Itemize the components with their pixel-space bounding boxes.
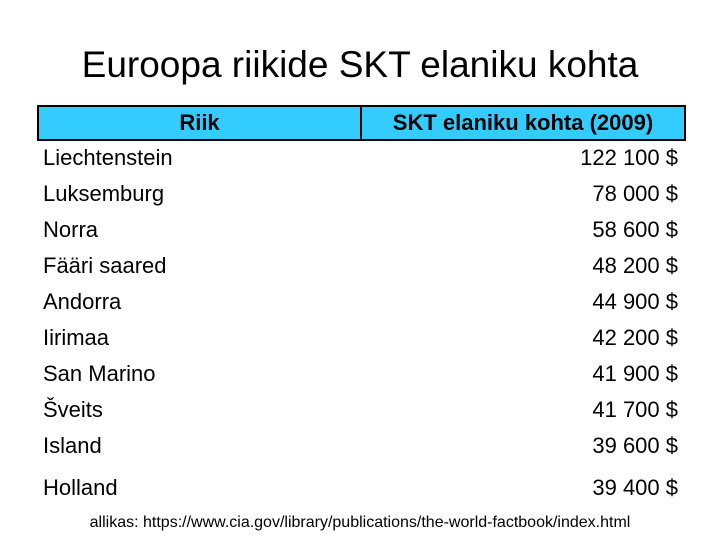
country-cell: Liechtenstein xyxy=(43,145,173,170)
country-cell: Fääri saared xyxy=(43,253,167,278)
country-cell: Andorra xyxy=(43,289,122,314)
header-cell: Riik xyxy=(37,105,362,141)
country-cell: Norra xyxy=(43,217,99,242)
header-cell: SKT elaniku kohta (2009) xyxy=(360,105,686,141)
slide-title: Euroopa riikide SKT elaniku kohta xyxy=(81,44,639,85)
country-cell: Luksemburg xyxy=(43,181,165,206)
value-cell: 41 700 $ xyxy=(592,397,678,422)
value-cell: 122 100 $ xyxy=(580,145,678,170)
value-cell: 42 200 $ xyxy=(592,325,678,350)
value-cell: 39 600 $ xyxy=(592,433,678,458)
country-cell: Holland xyxy=(43,475,118,500)
value-cell: 44 900 $ xyxy=(592,289,678,314)
country-cell: Šveits xyxy=(43,397,103,422)
value-cell: 39 400 $ xyxy=(592,475,678,500)
country-cell: San Marino xyxy=(43,361,156,386)
value-cell: 48 200 $ xyxy=(592,253,678,278)
value-cell: 58 600 $ xyxy=(592,217,678,242)
value-cell: 41 900 $ xyxy=(592,361,678,386)
country-cell: Iirimaa xyxy=(43,325,110,350)
country-cell: Island xyxy=(43,433,102,458)
value-cell: 78 000 $ xyxy=(592,181,678,206)
source-note: allikas: https://www.cia.gov/library/pub… xyxy=(89,514,631,531)
